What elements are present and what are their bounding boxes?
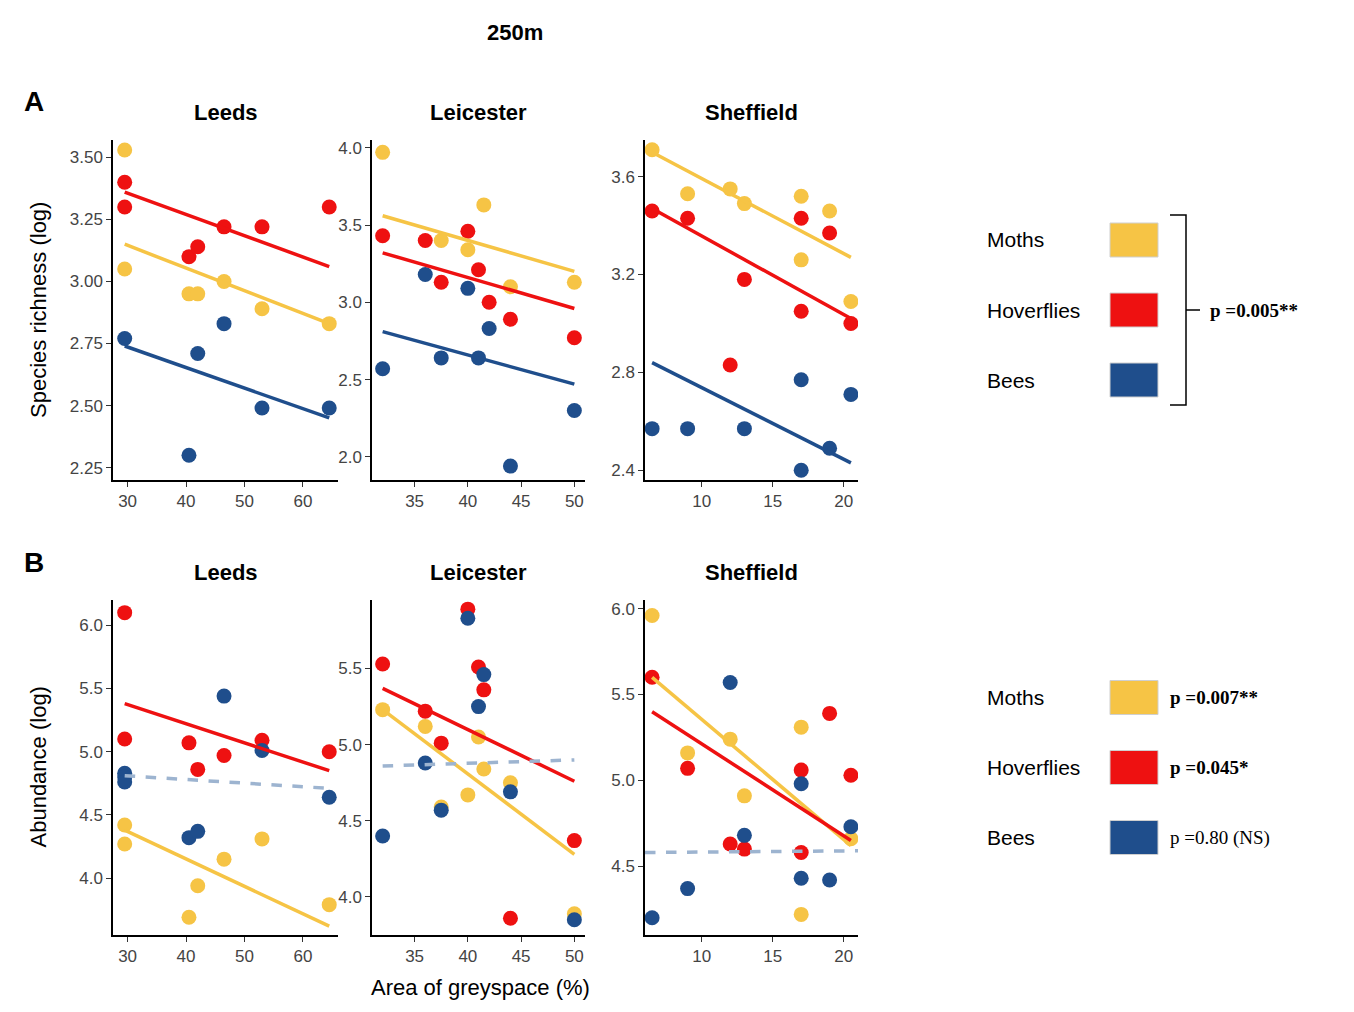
svg-text:3.50: 3.50 (70, 148, 103, 167)
svg-text:4.0: 4.0 (338, 139, 362, 158)
svg-text:4.5: 4.5 (79, 806, 103, 825)
svg-text:Bees: Bees (987, 369, 1035, 392)
svg-text:40: 40 (458, 947, 477, 966)
svg-text:4.5: 4.5 (611, 857, 635, 876)
svg-text:2.4: 2.4 (611, 461, 635, 480)
svg-text:Bees: Bees (987, 826, 1035, 849)
svg-text:4.0: 4.0 (79, 869, 103, 888)
svg-text:3.5: 3.5 (338, 216, 362, 235)
svg-text:6.0: 6.0 (611, 600, 635, 619)
svg-text:4.0: 4.0 (338, 888, 362, 907)
svg-text:Sheffield: Sheffield (705, 560, 798, 585)
svg-text:40: 40 (458, 492, 477, 511)
svg-text:Abundance (log): Abundance (log) (26, 686, 51, 847)
svg-text:50: 50 (235, 947, 254, 966)
svg-text:50: 50 (565, 492, 584, 511)
svg-text:10: 10 (692, 492, 711, 511)
svg-text:3.6: 3.6 (611, 168, 635, 187)
svg-text:30: 30 (118, 947, 137, 966)
svg-text:3.0: 3.0 (338, 293, 362, 312)
svg-text:50: 50 (235, 492, 254, 511)
svg-text:Moths: Moths (987, 228, 1044, 251)
svg-text:50: 50 (565, 947, 584, 966)
svg-text:2.8: 2.8 (611, 363, 635, 382)
svg-text:Hoverflies: Hoverflies (987, 299, 1080, 322)
svg-text:B: B (24, 547, 44, 578)
svg-text:Species richness (log): Species richness (log) (26, 202, 51, 418)
svg-text:35: 35 (405, 947, 424, 966)
svg-text:3.00: 3.00 (70, 272, 103, 291)
svg-text:p =0.045*: p =0.045* (1170, 757, 1248, 778)
svg-text:15: 15 (763, 947, 782, 966)
svg-text:Sheffield: Sheffield (705, 100, 798, 125)
svg-text:6.0: 6.0 (79, 616, 103, 635)
svg-text:35: 35 (405, 492, 424, 511)
svg-text:20: 20 (834, 492, 853, 511)
svg-text:30: 30 (118, 492, 137, 511)
svg-text:p =0.007**: p =0.007** (1170, 687, 1258, 708)
svg-text:2.5: 2.5 (338, 371, 362, 390)
svg-text:A: A (24, 86, 44, 117)
svg-text:250m: 250m (487, 20, 543, 45)
svg-text:p =0.80 (NS): p =0.80 (NS) (1170, 827, 1270, 849)
svg-text:45: 45 (512, 492, 531, 511)
svg-text:Leeds: Leeds (194, 560, 258, 585)
svg-text:5.5: 5.5 (611, 685, 635, 704)
svg-text:2.75: 2.75 (70, 334, 103, 353)
svg-text:4.5: 4.5 (338, 812, 362, 831)
svg-text:Leeds: Leeds (194, 100, 258, 125)
svg-text:45: 45 (512, 947, 531, 966)
svg-text:5.5: 5.5 (79, 679, 103, 698)
svg-text:Leicester: Leicester (430, 100, 527, 125)
svg-text:Hoverflies: Hoverflies (987, 756, 1080, 779)
svg-text:2.0: 2.0 (338, 448, 362, 467)
svg-text:Area of greyspace (%): Area of greyspace (%) (371, 975, 590, 1000)
svg-text:2.25: 2.25 (70, 459, 103, 478)
svg-text:5.5: 5.5 (338, 659, 362, 678)
svg-text:p =0.005**: p =0.005** (1210, 300, 1298, 321)
svg-text:3.25: 3.25 (70, 210, 103, 229)
svg-text:3.2: 3.2 (611, 265, 635, 284)
svg-text:15: 15 (763, 492, 782, 511)
svg-text:60: 60 (293, 947, 312, 966)
svg-text:2.50: 2.50 (70, 397, 103, 416)
svg-text:20: 20 (834, 947, 853, 966)
svg-text:60: 60 (293, 492, 312, 511)
svg-text:Moths: Moths (987, 686, 1044, 709)
svg-text:40: 40 (177, 492, 196, 511)
svg-text:5.0: 5.0 (611, 771, 635, 790)
svg-text:5.0: 5.0 (338, 736, 362, 755)
svg-text:5.0: 5.0 (79, 743, 103, 762)
svg-text:40: 40 (177, 947, 196, 966)
svg-text:Leicester: Leicester (430, 560, 527, 585)
svg-text:10: 10 (692, 947, 711, 966)
